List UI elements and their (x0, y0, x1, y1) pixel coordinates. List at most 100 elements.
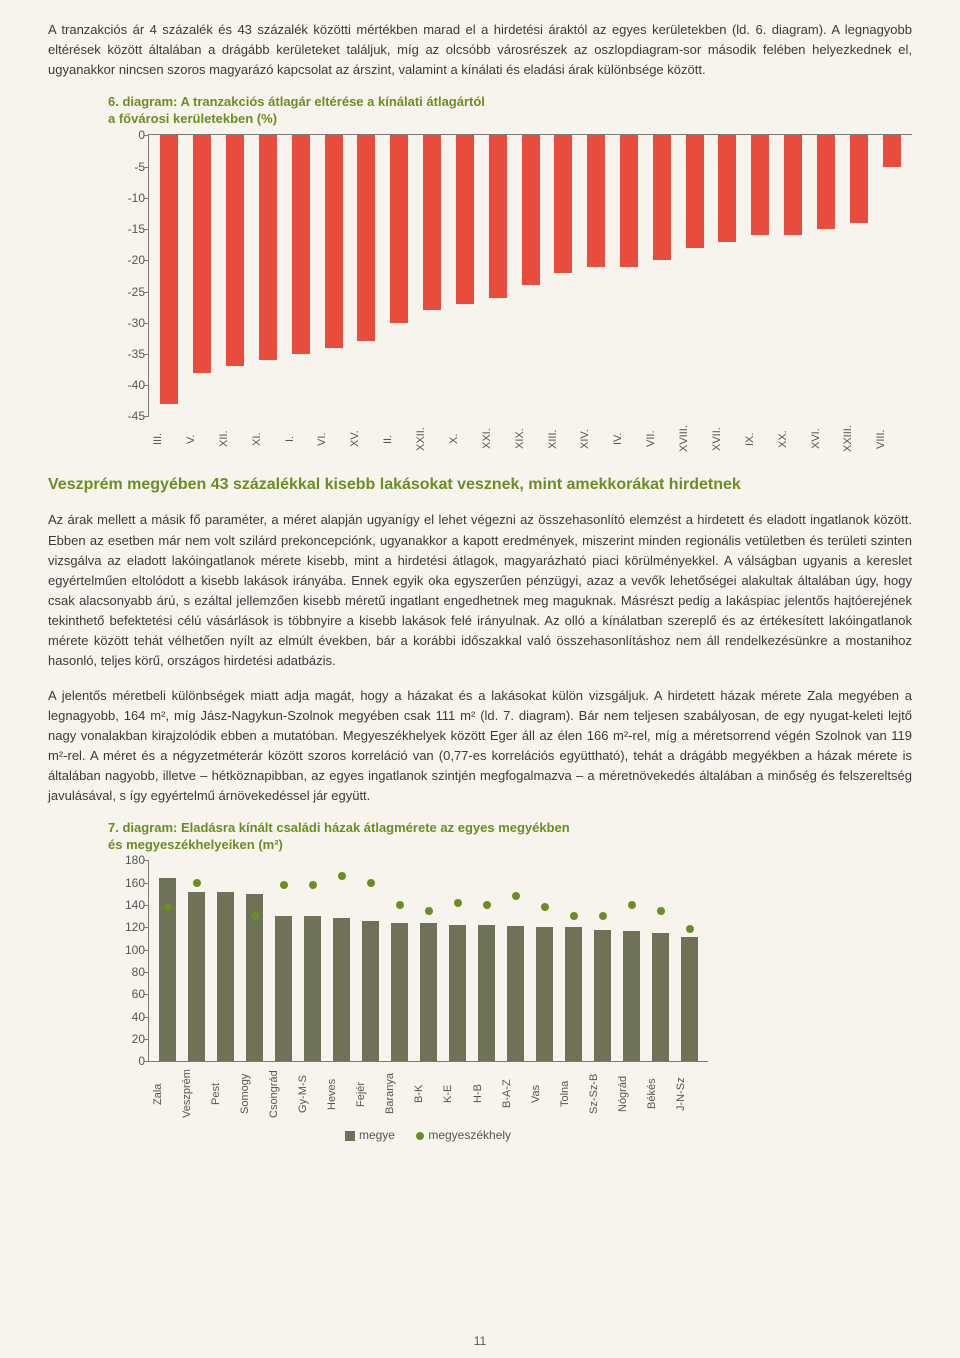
chart7-dot (483, 901, 491, 909)
chart6-xlabel: XI. (251, 416, 284, 458)
chart6-xlabel: VIII. (875, 416, 908, 458)
legend-dot-label: megyeszékhely (428, 1128, 511, 1142)
chart6-xlabel: XVIII. (678, 416, 711, 458)
chart6-bar (817, 135, 835, 229)
chart6-xlabel: XIV. (579, 416, 612, 458)
chart6-ytick: -25 (115, 285, 145, 299)
chart7-xlabel: Pest (210, 1062, 239, 1122)
chart6-bar (686, 135, 704, 247)
chart6-xlabel: XXIII. (842, 416, 875, 458)
chart7-ytick: 100 (115, 943, 145, 957)
chart7-xlabel: Gy-M-S (297, 1062, 326, 1122)
section-title: Veszprém megyében 43 százalékkal kisebb … (48, 476, 912, 494)
chart7-xlabel: Csongrád (268, 1062, 297, 1122)
chart7-ytick: 40 (115, 1010, 145, 1024)
chart6-bar (226, 135, 244, 366)
chart7-ytick: 180 (115, 853, 145, 867)
chart7-bar (594, 930, 611, 1062)
chart6-ytick: -20 (115, 253, 145, 267)
chart7-bar (652, 933, 669, 1061)
chart7-ytick: 120 (115, 920, 145, 934)
chart6-ytick: -45 (115, 409, 145, 423)
chart6-bar (325, 135, 343, 347)
chart6-xlabel: IV. (612, 416, 645, 458)
chart6-xlabel: VII. (645, 416, 678, 458)
chart6-bar (784, 135, 802, 235)
chart7-xlabel: B-K (413, 1062, 442, 1122)
chart6-bar (587, 135, 605, 266)
chart7-bar (623, 931, 640, 1062)
chart7-dot (367, 879, 375, 887)
chart6-bar (653, 135, 671, 260)
chart6-xlabel: VI. (316, 416, 349, 458)
chart6-bar (850, 135, 868, 222)
chart7-dot (686, 925, 694, 933)
chart7-xlabel: Nógrád (617, 1062, 646, 1122)
chart7-dot (164, 903, 172, 911)
chart6-xlabel: XVII. (711, 416, 744, 458)
body-paragraph-2: A jelentős méretbeli különbségek miatt a… (48, 686, 912, 807)
chart7-xlabel: H-B (472, 1062, 501, 1122)
chart6-xlabel: X. (448, 416, 481, 458)
chart6-bar (193, 135, 211, 372)
chart7-dot (657, 907, 665, 915)
chart7-dot (251, 912, 259, 920)
chart6-xlabel: XXI. (481, 416, 514, 458)
chart7-bar (536, 927, 553, 1061)
chart6-bar (456, 135, 474, 304)
chart6-bar (751, 135, 769, 235)
chart6-bar (883, 135, 901, 166)
chart7-dot (454, 899, 462, 907)
chart7-xlabel: Baranya (384, 1062, 413, 1122)
chart6-ytick: -10 (115, 191, 145, 205)
chart6-xlabel: XX. (777, 416, 810, 458)
chart7-ytick: 20 (115, 1032, 145, 1046)
chart7-x-labels: ZalaVeszprémPestSomogyCsongrádGy-M-SHeve… (148, 1062, 708, 1122)
chart7-ytick: 160 (115, 876, 145, 890)
chart7-bar (217, 892, 234, 1062)
chart6-xlabel: I. (284, 416, 317, 458)
chart6-xlabel: XV. (349, 416, 382, 458)
chart7-xlabel: Vas (530, 1062, 559, 1122)
chart6-ytick: 0 (115, 128, 145, 142)
chart7-xlabel: Somogy (239, 1062, 268, 1122)
chart7-bar (681, 937, 698, 1061)
chart6-bar (554, 135, 572, 272)
chart7-bar (188, 892, 205, 1062)
chart6-bar (390, 135, 408, 322)
chart7-xlabel: Veszprém (181, 1062, 210, 1122)
chart6-title-line1: 6. diagram: A tranzakciós átlagár eltéré… (108, 94, 912, 109)
chart7-bar (391, 923, 408, 1061)
chart6-xlabel: IX. (744, 416, 777, 458)
chart6-ytick: -40 (115, 378, 145, 392)
chart6-bar (259, 135, 277, 360)
page-number: 11 (0, 1334, 960, 1348)
chart6-bar (522, 135, 540, 285)
chart7-xlabel: Fejér (355, 1062, 384, 1122)
chart7-bar (449, 925, 466, 1061)
chart6-xlabel: II. (382, 416, 415, 458)
chart7-ytick: 140 (115, 898, 145, 912)
chart7-xlabel: Békés (646, 1062, 675, 1122)
chart6-xlabel: XII. (218, 416, 251, 458)
legend-bar-swatch (345, 1131, 355, 1141)
chart7-bar (275, 916, 292, 1061)
chart7-legend: megye megyeszékhely (148, 1122, 708, 1142)
chart6-bar (423, 135, 441, 310)
chart6-bar (489, 135, 507, 297)
chart6-bar (620, 135, 638, 266)
chart7-dot (570, 912, 578, 920)
chart7-bar (362, 921, 379, 1062)
chart6-xlabel: III. (152, 416, 185, 458)
chart7-bar (507, 926, 524, 1061)
chart6-bar (718, 135, 736, 241)
chart6-xlabel: XIII. (547, 416, 580, 458)
chart7-ytick: 80 (115, 965, 145, 979)
chart7-dot (599, 912, 607, 920)
chart7-title-line1: 7. diagram: Eladásra kínált családi háza… (108, 820, 912, 835)
chart6-ytick: -15 (115, 222, 145, 236)
chart6-x-labels: III.V.XII.XI.I.VI.XV.II.XXII.X.XXI.XIX.X… (148, 416, 912, 458)
chart7-dot (280, 881, 288, 889)
chart6-xlabel: XIX. (514, 416, 547, 458)
chart7-dot (541, 903, 549, 911)
